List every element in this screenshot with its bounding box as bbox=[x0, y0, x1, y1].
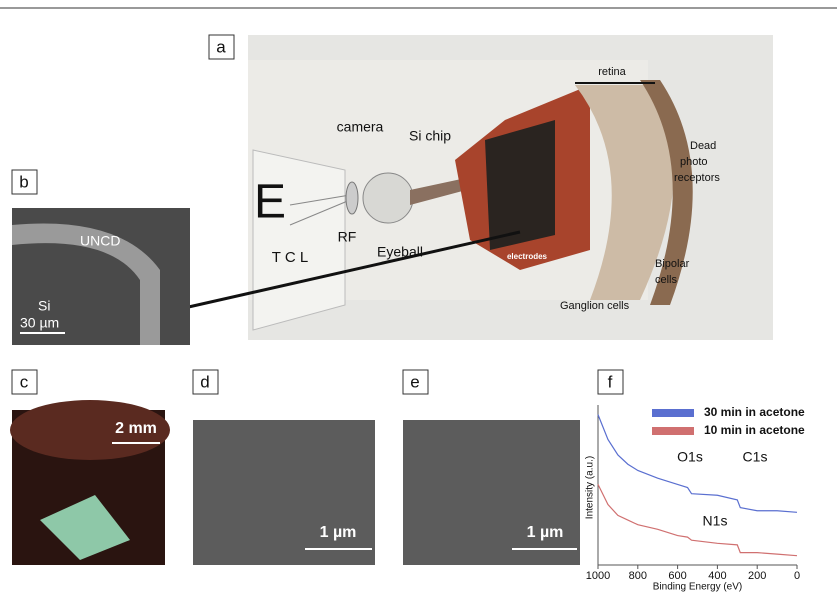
x-axis-label: Binding Energy (eV) bbox=[653, 582, 743, 592]
label-dead-photo: photo bbox=[680, 156, 708, 168]
label-ganglion: Ganglion cells bbox=[560, 300, 630, 312]
panel-d-image bbox=[193, 420, 375, 565]
panel-a-illustration bbox=[140, 35, 773, 340]
panel-label: f bbox=[608, 372, 613, 391]
label-eyeball: Eyeball bbox=[377, 244, 423, 260]
legend-swatch bbox=[652, 409, 694, 417]
label-bipolar: cells bbox=[655, 274, 678, 286]
eye-chart-letter: E bbox=[254, 176, 286, 229]
x-tick-label: 200 bbox=[748, 570, 766, 582]
legend-label: 30 min in acetone bbox=[704, 405, 805, 419]
peak-label: N1s bbox=[703, 513, 728, 529]
label-dead-photo: receptors bbox=[674, 172, 720, 184]
label-retina: retina bbox=[598, 66, 626, 78]
panel-label: d bbox=[200, 372, 209, 391]
y-axis-label: Intensity (a.u.) bbox=[585, 456, 596, 519]
panel-label: b bbox=[19, 172, 28, 191]
label-camera: camera bbox=[337, 119, 384, 135]
label-electrodes: electrodes bbox=[507, 252, 548, 261]
peak-label: O1s bbox=[677, 449, 703, 465]
x-tick-label: 600 bbox=[668, 570, 686, 582]
scale-bar-label: 1 µm bbox=[320, 524, 357, 541]
label-dead-photo: Dead bbox=[690, 140, 716, 152]
scale-bar-label: 1 µm bbox=[527, 524, 564, 541]
label-uncd: UNCD bbox=[80, 233, 120, 249]
legend-label: 10 min in acetone bbox=[704, 423, 805, 437]
panel-label: e bbox=[410, 372, 419, 391]
label-si-chip: Si chip bbox=[409, 128, 451, 144]
x-tick-label: 400 bbox=[708, 570, 726, 582]
x-tick-label: 800 bbox=[629, 570, 647, 582]
spectrum-line bbox=[598, 484, 797, 555]
figure: a E T C L camera Si chip RF Eyeball reti… bbox=[0, 0, 837, 592]
scale-bar-label: 30 µm bbox=[20, 315, 59, 331]
legend-swatch bbox=[652, 427, 694, 435]
scale-bar-label: 2 mm bbox=[115, 420, 157, 437]
x-tick-label: 0 bbox=[794, 570, 800, 582]
label-bipolar: Bipolar bbox=[655, 258, 690, 270]
label-rf: RF bbox=[338, 229, 357, 245]
panel-e-image bbox=[403, 420, 580, 565]
panel-label: a bbox=[216, 37, 226, 56]
eye-chart-letter: T C L bbox=[272, 249, 308, 266]
peak-label: C1s bbox=[743, 449, 768, 465]
label-si: Si bbox=[38, 298, 50, 314]
x-tick-label: 1000 bbox=[586, 570, 610, 582]
panel-label: c bbox=[20, 372, 29, 391]
